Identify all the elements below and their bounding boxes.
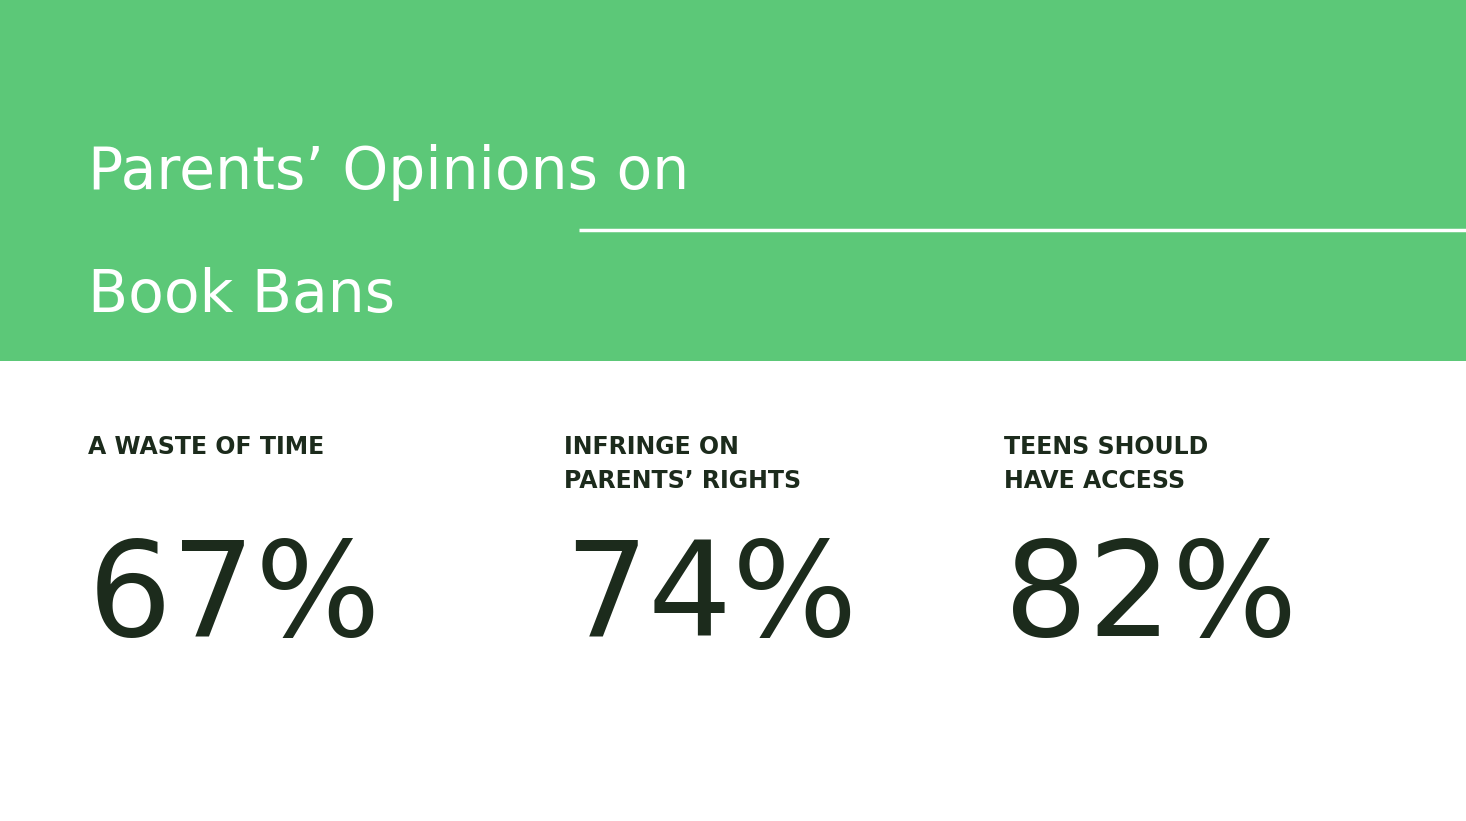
Text: 74%: 74% — [564, 536, 858, 663]
Text: 82%: 82% — [1004, 536, 1297, 663]
Bar — [0, 0, 1466, 361]
Text: INFRINGE ON
PARENTS’ RIGHTS: INFRINGE ON PARENTS’ RIGHTS — [564, 435, 802, 493]
Text: A WASTE OF TIME: A WASTE OF TIME — [88, 435, 324, 459]
Text: Book Bans: Book Bans — [88, 267, 394, 324]
Text: 67%: 67% — [88, 536, 381, 663]
Text: TEENS SHOULD
HAVE ACCESS: TEENS SHOULD HAVE ACCESS — [1004, 435, 1208, 493]
Text: Parents’ Opinions on: Parents’ Opinions on — [88, 144, 689, 201]
